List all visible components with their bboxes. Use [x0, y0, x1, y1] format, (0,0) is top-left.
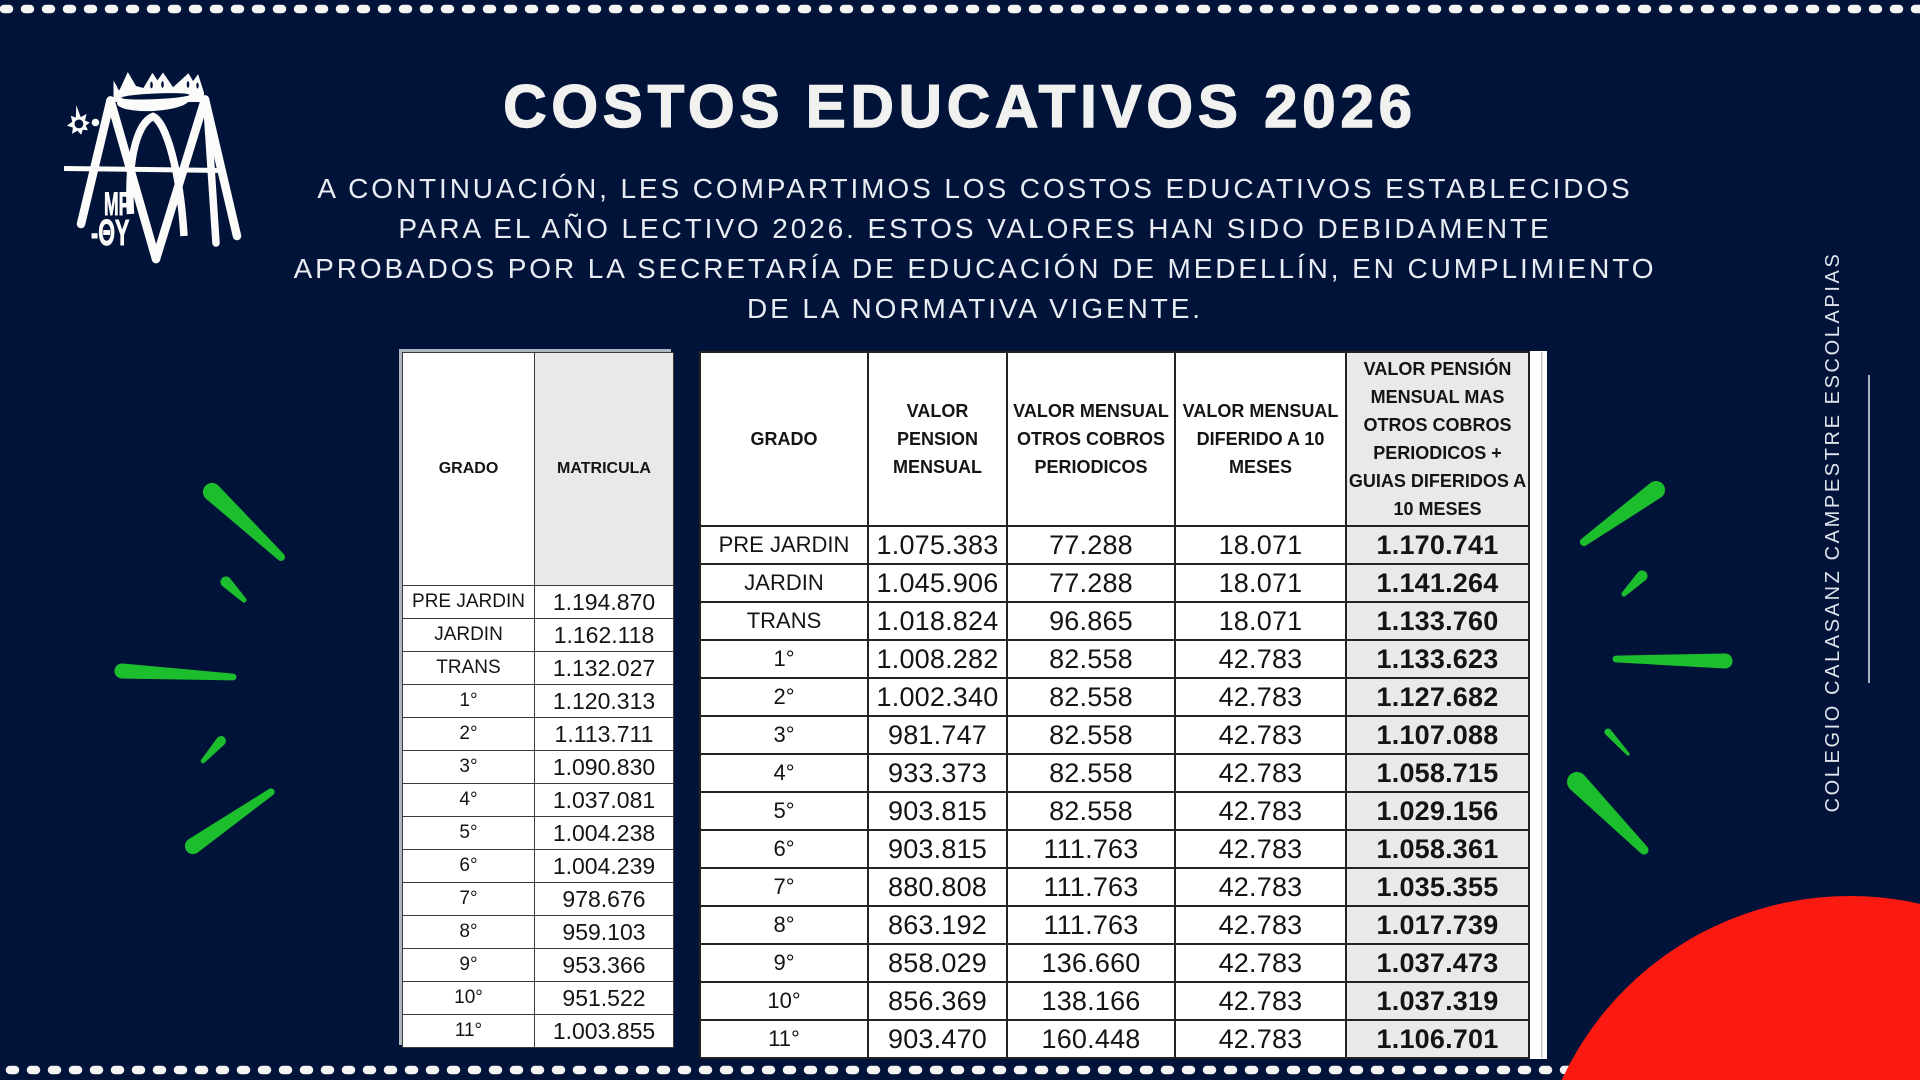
- svg-text:-ΘY: -ΘY: [91, 213, 130, 253]
- svg-text:MP: MP: [104, 188, 130, 223]
